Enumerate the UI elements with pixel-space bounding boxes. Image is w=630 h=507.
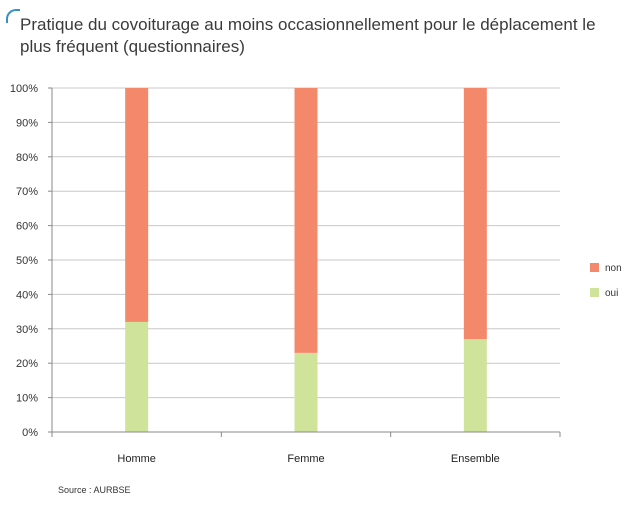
y-tick-label: 100% — [10, 83, 38, 95]
legend-swatch-oui — [590, 288, 599, 297]
y-tick-label: 20% — [16, 358, 38, 370]
bars — [125, 88, 487, 432]
bar-oui — [463, 339, 487, 432]
legend: non oui — [590, 263, 622, 299]
y-tick-label: 50% — [16, 255, 38, 267]
y-tick-label: 10% — [16, 393, 38, 405]
legend-label: oui — [605, 288, 618, 299]
bar-non — [463, 88, 487, 340]
bar-non — [125, 88, 149, 322]
chart-title: Pratique du covoiturage au moins occasio… — [20, 15, 596, 56]
y-tick-label: 60% — [16, 221, 38, 233]
y-tick-label: 30% — [16, 324, 38, 336]
y-axis: 0% 10% 20% 30% 40% 50% 60% 70% 80% 90% 100% — [10, 83, 53, 439]
x-axis: Homme Femme Ensemble — [51, 431, 561, 465]
source-note: Source : AURBSE — [58, 485, 131, 495]
bar-oui — [294, 352, 318, 432]
x-category-label: Femme — [287, 453, 324, 465]
legend-swatch-non — [590, 263, 599, 272]
legend-label: non — [605, 263, 622, 274]
y-tick-label: 80% — [16, 152, 38, 164]
y-tick-label: 40% — [16, 289, 38, 301]
bar-non — [294, 88, 318, 353]
x-category-label: Ensemble — [451, 453, 500, 465]
bar-oui — [125, 321, 149, 432]
y-tick-label: 70% — [16, 186, 38, 198]
x-category-label: Homme — [117, 453, 156, 465]
y-tick-label: 0% — [22, 427, 38, 439]
y-tick-label: 90% — [16, 117, 38, 129]
title-accent — [6, 9, 20, 23]
